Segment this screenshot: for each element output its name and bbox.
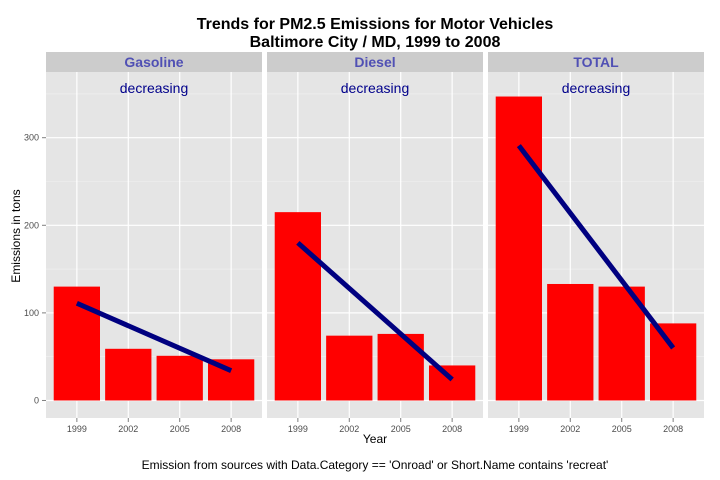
bar-diesel-2008: [429, 365, 476, 401]
x-tick-label: 1999: [67, 424, 87, 434]
bar-gasoline-2005: [156, 355, 203, 401]
trend-line: [296, 240, 454, 382]
y-tick-label: 0: [34, 395, 39, 405]
facet-strip: [46, 52, 262, 72]
chart-title-line-1: Trends for PM2.5 Emissions for Motor Veh…: [197, 16, 554, 33]
bar-diesel-1999: [274, 212, 321, 401]
y-tick-label: 100: [24, 308, 39, 318]
bar-total-1999: [495, 96, 542, 401]
trend-label: decreasing: [562, 80, 631, 96]
facet-strip: [488, 52, 704, 72]
y-tick-label: 200: [24, 220, 39, 230]
trend-line: [75, 300, 233, 373]
bar-diesel-2005: [377, 333, 424, 401]
x-tick-label: 2002: [560, 424, 580, 434]
facet-strip-label: Gasoline: [124, 54, 183, 70]
x-tick-label: 2008: [442, 424, 462, 434]
facet-strip: [267, 52, 483, 72]
x-tick-label: 2002: [118, 424, 138, 434]
x-tick-label: 2008: [221, 424, 241, 434]
x-tick-label: 2008: [663, 424, 683, 434]
y-axis-title: Emissions in tons: [9, 189, 23, 282]
trend-label: decreasing: [120, 80, 189, 96]
x-tick-label: 2005: [612, 424, 632, 434]
bar-diesel-2002: [326, 335, 373, 401]
trend-line: [516, 144, 676, 350]
panel-gasoline: Gasoline decreasing 1999 2002 2005 2008: [46, 52, 262, 434]
bar-total-2002: [547, 283, 594, 401]
x-tick-label: 1999: [288, 424, 308, 434]
trend-label: decreasing: [341, 80, 410, 96]
bar-total-2005: [598, 286, 645, 401]
bar-gasoline-2002: [105, 348, 152, 401]
chart-caption: Emission from sources with Data.Category…: [142, 458, 609, 472]
x-tick-label: 2005: [170, 424, 190, 434]
y-axis: 0 100 200 300: [24, 133, 46, 405]
x-tick-label: 1999: [509, 424, 529, 434]
y-tick-label: 300: [24, 133, 39, 143]
panel-total: TOTAL decreasing 1999 2002 2005 2008: [488, 52, 704, 434]
x-tick-label: 2005: [391, 424, 411, 434]
facet-strip-label: Diesel: [354, 54, 395, 70]
x-tick-label: 2002: [339, 424, 359, 434]
chart-title-line-2: Baltimore City / MD, 1999 to 2008: [250, 34, 501, 51]
facet-strip-label: TOTAL: [573, 54, 619, 70]
x-axis-title: Year: [363, 432, 387, 446]
panel-diesel: Diesel decreasing 1999 2002 2005 2008: [267, 52, 483, 434]
bar-total-2008: [650, 323, 697, 401]
